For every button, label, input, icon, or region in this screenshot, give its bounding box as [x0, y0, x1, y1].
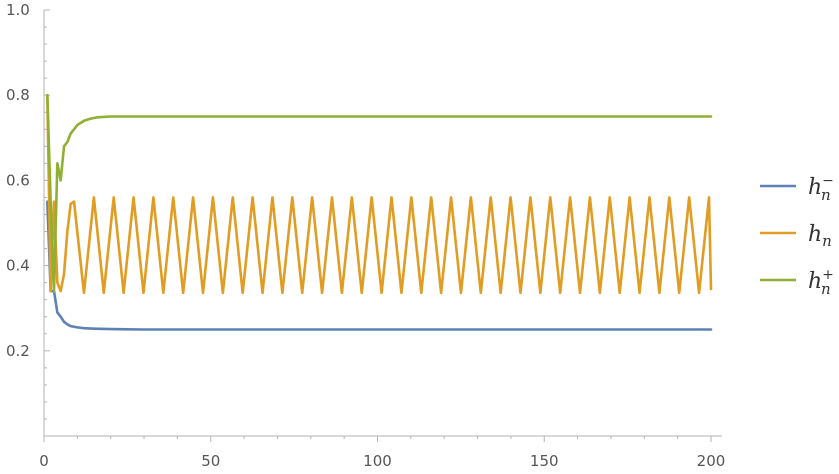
series-line-0 [46, 200, 713, 331]
y-tick-label: 0.8 [6, 86, 30, 104]
x-tick-label: 0 [39, 452, 49, 470]
legend: h− n hn h+ n [760, 173, 834, 298]
series-line-1 [46, 93, 713, 295]
legend-label-0: h− n [808, 173, 834, 204]
legend-label-2: h+ n [808, 267, 834, 298]
y-tick-label: 0.6 [6, 171, 30, 189]
x-tick-label: 50 [201, 452, 220, 470]
legend-label-1: hn [808, 222, 832, 250]
x-tick-label: 150 [530, 452, 559, 470]
y-tick-label: 1.0 [6, 1, 30, 19]
x-tick-label: 200 [697, 452, 726, 470]
y-tick-label: 0.2 [6, 342, 30, 360]
x-tick-label: 100 [363, 452, 392, 470]
series-line-2 [46, 93, 713, 293]
y-tick-label: 0.4 [6, 257, 30, 275]
axes: 0 50 100 150 200 0.2 0.4 0.6 0.8 1.0 [6, 1, 725, 470]
series-group [46, 93, 713, 331]
